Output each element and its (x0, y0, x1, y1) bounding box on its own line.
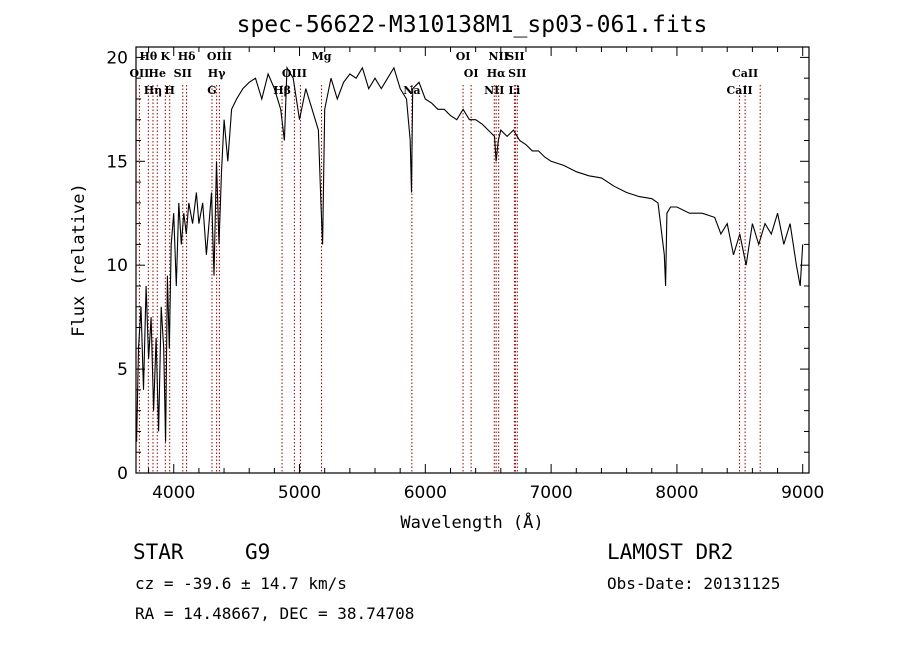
y-tick-label: 5 (117, 360, 128, 380)
spectrum-line (136, 65, 804, 442)
line-label: SII (508, 67, 526, 80)
object-class: STAR (133, 540, 184, 564)
y-tick-label: 15 (106, 152, 128, 172)
x-axis-label: Wavelength (Å) (400, 511, 543, 533)
line-label: Hδ (178, 50, 196, 63)
x-tick-label: 7000 (529, 483, 572, 503)
line-label: OIII (282, 67, 307, 80)
y-tick-label: 0 (117, 464, 128, 484)
x-tick-label: 8000 (655, 483, 698, 503)
line-label: SII (506, 50, 524, 63)
object-subclass: G9 (245, 540, 271, 564)
x-tick-label: 6000 (404, 483, 447, 503)
y-tick-label: 10 (106, 256, 128, 276)
line-label: H (165, 84, 175, 97)
line-label: OI (456, 50, 471, 63)
line-label: He (149, 67, 166, 80)
line-label: Na (403, 84, 420, 97)
line-label: NII (484, 84, 504, 97)
chart-title: spec-56622-M310138M1_sp03-061.fits (237, 12, 708, 38)
redshift-text: cz = -39.6 ± 14.7 km/s (135, 574, 347, 593)
line-label: Hα (487, 67, 506, 80)
line-label: OIII (207, 50, 232, 63)
line-label: Hθ (139, 50, 157, 63)
line-label: Li (508, 84, 520, 97)
line-label: CaII (726, 84, 752, 97)
survey-name: LAMOST DR2 (607, 540, 734, 564)
line-label: Hη (144, 84, 162, 97)
line-label: G (207, 84, 216, 97)
obs-date: Obs-Date: 20131125 (607, 574, 781, 593)
line-label: Hγ (208, 67, 226, 80)
line-label: NII (488, 50, 508, 63)
line-label: SII (174, 67, 192, 80)
y-axis-label: Flux (relative) (69, 183, 89, 337)
line-label: CaII (732, 67, 758, 80)
spectral-line-labels: OIIHθHηHeKHSIIHδGHγOIIIHβOIIIMgNaOIOINII… (129, 50, 758, 97)
x-tick-label: 9000 (781, 483, 824, 503)
x-tick-label: 4000 (152, 483, 195, 503)
y-tick-label: 20 (106, 48, 128, 68)
coordinates: RA = 14.48667, DEC = 38.74708 (135, 604, 415, 623)
plot-frame (135, 46, 810, 474)
x-axis-ticks: 4000 5000 6000 7000 8000 9000 (148, 47, 824, 503)
y-axis-ticks: 0 5 10 15 20 (106, 48, 809, 484)
line-label: OI (464, 67, 479, 80)
line-label: K (161, 50, 171, 63)
line-label: Mg (312, 50, 332, 63)
spectral-line-markers (138, 85, 761, 473)
x-tick-label: 5000 (278, 483, 321, 503)
line-label: OII (129, 67, 149, 80)
